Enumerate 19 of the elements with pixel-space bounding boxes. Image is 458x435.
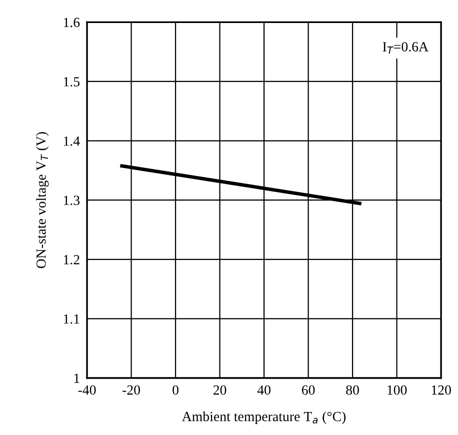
y-tick-label: 1.4: [64, 136, 80, 146]
y-tick-label: 1.2: [64, 255, 80, 264]
x-tick-label: 100: [388, 385, 407, 395]
y-tick-label: 1.5: [64, 77, 80, 87]
x-tick-label: 40: [257, 385, 270, 395]
y-tick-label: 1.1: [64, 314, 80, 324]
y-tick-label: 1: [74, 374, 80, 383]
x-tick-label: 20: [213, 385, 226, 395]
x-tick-label: -40: [78, 385, 96, 395]
x-tick-label: 60: [302, 385, 315, 395]
x-tick-label: 0: [172, 385, 178, 395]
y-tick-label: 1.3: [64, 196, 80, 206]
y-tick-label: 1.6: [64, 18, 80, 28]
x-tick-label: 80: [346, 385, 359, 395]
x-tick-label: -20: [122, 385, 140, 395]
x-tick-label: 120: [432, 385, 451, 395]
x-axis-title: Ambient temperature T$_{a}$ (°C): [182, 411, 346, 424]
annotation: I$_{T}$=0.6A: [382, 42, 428, 54]
y-axis-title: ON-state voltage V$_{T}$ (V): [36, 132, 49, 268]
